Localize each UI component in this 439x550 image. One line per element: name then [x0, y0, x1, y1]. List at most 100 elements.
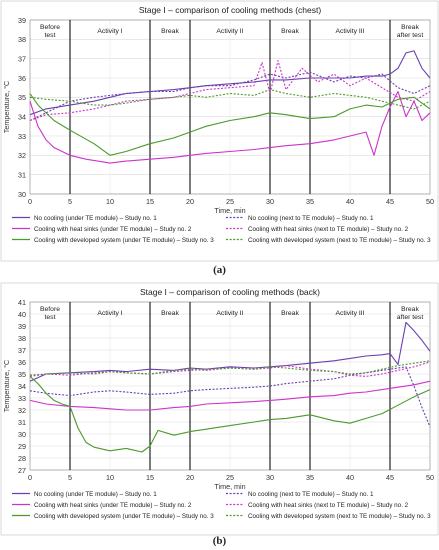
phase-label: Activity III [335, 28, 364, 35]
y-tick-label: 27 [18, 466, 26, 475]
phase-label: Activity II [216, 310, 243, 317]
phase-label: Break [281, 310, 299, 317]
phase-label: Activity I [97, 310, 122, 317]
x-tick-label: 35 [306, 197, 314, 206]
x-tick-label: 50 [426, 197, 434, 206]
legend-label: No cooling (under TE module) – Study no.… [34, 491, 157, 498]
y-tick-label: 38 [18, 334, 26, 343]
y-tick-label: 36 [18, 74, 26, 83]
x-tick-label: 10 [106, 197, 114, 206]
x-tick-label: 30 [266, 197, 274, 206]
series-line-3 [29, 90, 431, 164]
y-axis-label: Temperature, °C [2, 81, 11, 133]
phase-label: Activity III [335, 310, 364, 317]
x-tick-label: 25 [226, 197, 234, 206]
series-line-4 [29, 60, 431, 122]
chart-panel-chest: Stage I – comparison of cooling methods … [0, 0, 439, 268]
phase-label: Break [161, 310, 179, 317]
y-tick-label: 31 [18, 170, 26, 179]
x-tick-label: 15 [146, 197, 154, 206]
chest-temperature-chart: Stage I – comparison of cooling methods … [0, 0, 439, 262]
phase-label: Activity I [97, 28, 122, 35]
y-tick-label: 30 [18, 190, 26, 199]
chart-title: Stage I – comparison of cooling methods … [140, 287, 320, 297]
plot-area [29, 301, 431, 471]
y-tick-label: 37 [18, 54, 26, 63]
series-line-5 [29, 93, 431, 156]
x-tick-label: 5 [68, 473, 72, 482]
y-tick-label: 39 [18, 322, 26, 331]
y-tick-label: 34 [18, 112, 26, 121]
legend-label: Cooling with developed system (next to T… [248, 513, 431, 520]
x-tick-label: 40 [346, 197, 354, 206]
series-line-6 [29, 89, 431, 110]
y-tick-label: 35 [18, 93, 26, 102]
series-line-3 [29, 380, 431, 411]
phase-label: test [45, 314, 56, 321]
chart-border [0, 282, 439, 536]
phase-label: Break [281, 28, 299, 35]
y-tick-label: 35 [18, 370, 26, 379]
y-tick-label: 32 [18, 151, 26, 160]
y-tick-label: 29 [18, 442, 26, 451]
x-tick-label: 30 [266, 473, 274, 482]
y-tick-label: 34 [18, 382, 26, 391]
y-axis-label: Temperature, °C [2, 360, 11, 412]
y-tick-label: 33 [18, 394, 26, 403]
y-tick-label: 41 [18, 298, 26, 307]
chart-title: Stage I – comparison of cooling methods … [139, 5, 322, 15]
legend-label: Cooling with developed system (under TE … [34, 237, 214, 244]
legend-label: Cooling with heat sinks (under TE module… [34, 226, 192, 233]
y-tick-label: 40 [18, 310, 26, 319]
legend-label: No cooling (next to TE module) – Study n… [248, 491, 374, 498]
x-tick-label: 25 [226, 473, 234, 482]
y-tick-label: 30 [18, 430, 26, 439]
phase-label: Break [401, 24, 419, 31]
x-axis-label: Time, min [214, 206, 245, 215]
series-line-5 [29, 375, 431, 453]
x-tick-label: 0 [28, 197, 32, 206]
series-line-1 [29, 50, 431, 116]
legend-label: Cooling with heat sinks (next to TE modu… [248, 502, 409, 509]
series-line-6 [29, 360, 431, 376]
x-tick-label: 35 [306, 473, 314, 482]
x-axis-label: Time, min [214, 482, 245, 491]
phase-label: Break [401, 306, 419, 313]
y-tick-label: 38 [18, 35, 26, 44]
x-tick-label: 40 [346, 473, 354, 482]
y-tick-label: 33 [18, 132, 26, 141]
legend-label: Cooling with developed system (next to T… [248, 237, 431, 244]
phase-label: Activity II [216, 28, 243, 35]
series-line-2 [29, 71, 431, 121]
x-tick-label: 5 [68, 197, 72, 206]
x-tick-label: 15 [146, 473, 154, 482]
x-tick-label: 45 [386, 473, 394, 482]
phase-label: test [45, 32, 56, 39]
y-tick-label: 39 [18, 16, 26, 25]
x-tick-label: 20 [186, 197, 194, 206]
legend-label: No cooling (next to TE module) – Study n… [248, 215, 374, 222]
y-tick-label: 32 [18, 406, 26, 415]
caption-a: (a) [213, 264, 226, 276]
x-tick-label: 20 [186, 473, 194, 482]
legend-label: Cooling with heat sinks (under TE module… [34, 502, 192, 509]
y-tick-label: 31 [18, 418, 26, 427]
legend-label: Cooling with heat sinks (next to TE modu… [248, 226, 409, 233]
series-line-2 [29, 366, 431, 428]
phase-label: after test [397, 32, 424, 39]
phase-label: after test [397, 314, 424, 321]
chart-panel-back: Stage I – comparison of cooling methods … [0, 282, 439, 550]
phase-label: Break [161, 28, 179, 35]
x-tick-label: 0 [28, 473, 32, 482]
caption-b: (b) [212, 535, 227, 547]
x-tick-label: 10 [106, 473, 114, 482]
phase-label: Before [40, 24, 60, 31]
x-tick-label: 50 [426, 473, 434, 482]
phase-label: Before [40, 306, 60, 313]
y-tick-label: 37 [18, 346, 26, 355]
y-tick-label: 36 [18, 358, 26, 367]
legend-label: No cooling (under TE module) – Study no.… [34, 215, 157, 222]
x-tick-label: 45 [386, 197, 394, 206]
back-temperature-chart: Stage I – comparison of cooling methods … [0, 282, 439, 536]
legend-label: Cooling with developed system (under TE … [34, 513, 214, 520]
